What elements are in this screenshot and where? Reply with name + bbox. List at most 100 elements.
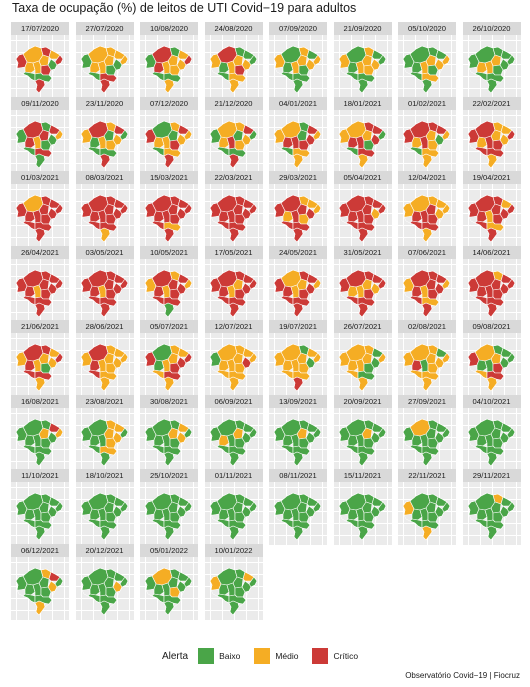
state-region xyxy=(280,518,294,529)
country-outline xyxy=(144,45,193,94)
panel-date-label: 20/09/2021 xyxy=(333,394,392,408)
state-region xyxy=(292,227,304,243)
country-outline xyxy=(15,269,64,317)
country-outline xyxy=(273,418,322,466)
state-region xyxy=(486,302,497,317)
state-region xyxy=(97,284,106,298)
panel-date-label: 13/09/2021 xyxy=(269,394,327,408)
state-region xyxy=(345,220,358,231)
state-region xyxy=(226,582,235,596)
brazil-map xyxy=(80,343,128,392)
state-region xyxy=(484,284,493,298)
panel-plot-area xyxy=(269,184,327,247)
brazil-map xyxy=(338,45,386,94)
legend-title: Alerta xyxy=(161,650,189,662)
brazil-map xyxy=(402,269,451,317)
map-panel: 09/08/2021 xyxy=(462,320,521,396)
brazil-map xyxy=(144,418,193,466)
state-region xyxy=(22,369,36,380)
state-region xyxy=(486,451,497,466)
state-region xyxy=(357,376,368,392)
panel-plot-area xyxy=(11,333,69,396)
brazil-map xyxy=(15,45,64,94)
state-region xyxy=(34,153,46,168)
state-region xyxy=(22,220,36,231)
state-region xyxy=(290,358,300,373)
brazil-map xyxy=(338,418,386,466)
state-region xyxy=(34,302,46,317)
state-region xyxy=(409,295,423,305)
panel-date-label: 18/01/2021 xyxy=(333,96,392,110)
state-region xyxy=(357,153,368,168)
map-panel: 06/09/2021 xyxy=(204,394,263,471)
state-region xyxy=(32,284,42,298)
panel-date-label: 06/09/2021 xyxy=(204,394,263,408)
map-panel: 07/09/2020 xyxy=(269,22,327,98)
state-region xyxy=(99,451,110,466)
map-panel: 25/10/2021 xyxy=(140,469,198,545)
state-region xyxy=(226,284,235,298)
state-region xyxy=(345,71,358,82)
state-region xyxy=(345,444,358,454)
state-region xyxy=(228,376,239,392)
panel-plot-area xyxy=(269,35,327,98)
state-region xyxy=(228,600,239,615)
brazil-map xyxy=(15,418,64,466)
state-region xyxy=(357,227,368,243)
state-region xyxy=(87,220,100,231)
map-panel: 04/10/2021 xyxy=(462,394,521,471)
country-outline xyxy=(80,45,128,94)
state-region xyxy=(228,302,239,317)
brazil-map xyxy=(15,492,64,541)
map-panel: 05/01/2022 xyxy=(140,543,198,620)
panel-plot-area xyxy=(462,109,521,173)
brazil-map xyxy=(80,120,128,168)
panel-date-label: 05/10/2020 xyxy=(398,22,456,35)
panel-plot-area xyxy=(462,35,521,98)
state-region xyxy=(474,220,487,231)
brazil-map xyxy=(144,343,193,392)
map-panel: 13/09/2021 xyxy=(269,394,327,471)
state-region xyxy=(484,60,493,75)
map-panel: 10/05/2021 xyxy=(140,245,198,322)
state-region xyxy=(409,220,423,231)
state-region xyxy=(151,295,165,305)
state-region xyxy=(161,507,171,522)
map-panel: 05/07/2021 xyxy=(140,320,198,396)
state-region xyxy=(345,369,358,380)
map-panel: 21/06/2021 xyxy=(11,320,69,396)
panel-plot-area xyxy=(75,109,134,173)
panel-plot-area xyxy=(204,109,263,173)
map-panel: 21/09/2020 xyxy=(333,22,392,98)
panel-date-label: 27/09/2021 xyxy=(398,394,456,408)
brazil-map xyxy=(209,418,257,466)
country-outline xyxy=(402,418,451,466)
country-outline xyxy=(144,343,193,392)
brazil-map xyxy=(144,567,193,615)
state-region xyxy=(99,600,110,615)
brazil-map xyxy=(209,120,257,168)
state-region xyxy=(32,209,42,224)
panel-plot-area xyxy=(462,184,521,247)
brazil-map xyxy=(273,269,322,317)
map-panel: 06/12/2021 xyxy=(11,543,69,620)
panel-date-label: 26/04/2021 xyxy=(11,245,69,259)
state-region xyxy=(226,507,235,522)
panel-date-label: 07/06/2021 xyxy=(398,245,456,259)
state-region xyxy=(228,153,239,168)
state-region xyxy=(161,433,171,447)
brazil-map xyxy=(273,492,322,541)
state-region xyxy=(163,376,175,392)
country-outline xyxy=(338,269,386,317)
state-region xyxy=(163,525,175,541)
brazil-map xyxy=(15,567,64,615)
brazil-map xyxy=(15,269,64,317)
state-region xyxy=(280,71,294,82)
state-region xyxy=(161,582,171,596)
state-region xyxy=(216,146,229,156)
state-region xyxy=(22,518,36,529)
map-panel: 07/12/2020 xyxy=(140,96,198,173)
panel-plot-area xyxy=(269,482,327,545)
state-region xyxy=(151,444,165,454)
state-region xyxy=(280,295,294,305)
